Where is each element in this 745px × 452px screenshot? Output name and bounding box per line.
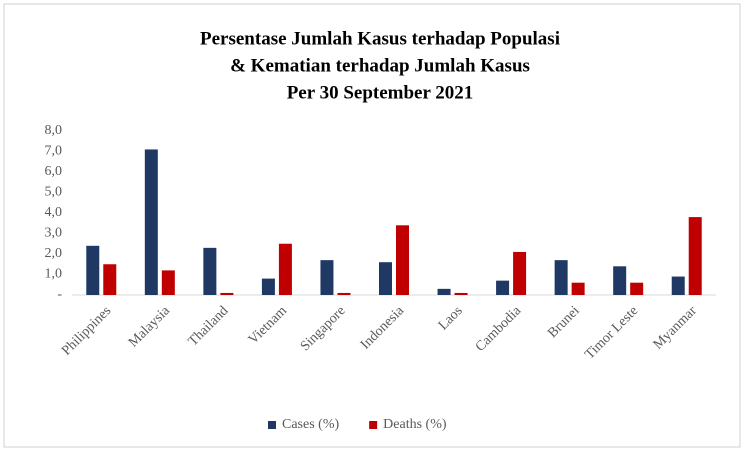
- bar: [320, 260, 334, 295]
- y-tick-label: 2,0: [45, 246, 63, 261]
- y-tick-label: 5,0: [45, 185, 63, 200]
- bar: [630, 282, 644, 295]
- bar: [688, 217, 702, 295]
- legend-swatch: [369, 421, 378, 429]
- bar: [203, 247, 217, 295]
- bar: [496, 280, 510, 295]
- y-tick-label: 3,0: [45, 226, 63, 241]
- legend-label: Deaths (%): [383, 417, 447, 432]
- bar: [261, 278, 275, 295]
- bar: [103, 264, 117, 295]
- bar: [396, 225, 409, 295]
- bar: [278, 243, 292, 295]
- bar: [220, 292, 234, 295]
- legend-label: Cases (%): [282, 417, 339, 432]
- bar: [337, 292, 351, 295]
- bar: [571, 282, 585, 295]
- y-tick-label: 4,0: [45, 205, 63, 220]
- y-tick-label: -: [57, 287, 62, 302]
- chart-title: & Kematian terhadap Jumlah Kasus: [230, 55, 530, 76]
- bar: [161, 270, 175, 295]
- bar: [86, 245, 100, 295]
- bar: [144, 149, 158, 295]
- bar: [671, 276, 685, 295]
- y-tick-label: 7,0: [45, 144, 63, 159]
- y-tick-label: 6,0: [45, 164, 63, 179]
- bar: [454, 292, 468, 295]
- y-tick-label: 8,0: [45, 123, 63, 138]
- legend-swatch: [268, 421, 276, 429]
- bar: [513, 251, 527, 295]
- bar: [613, 266, 627, 295]
- chart-title: Persentase Jumlah Kasus terhadap Populas…: [200, 28, 560, 49]
- bar: [379, 262, 392, 295]
- bar: [437, 288, 451, 295]
- chart-title: Per 30 September 2021: [287, 82, 474, 103]
- y-tick-label: 1,0: [45, 267, 63, 282]
- chart-frame: [3, 3, 741, 448]
- bar: [554, 260, 568, 295]
